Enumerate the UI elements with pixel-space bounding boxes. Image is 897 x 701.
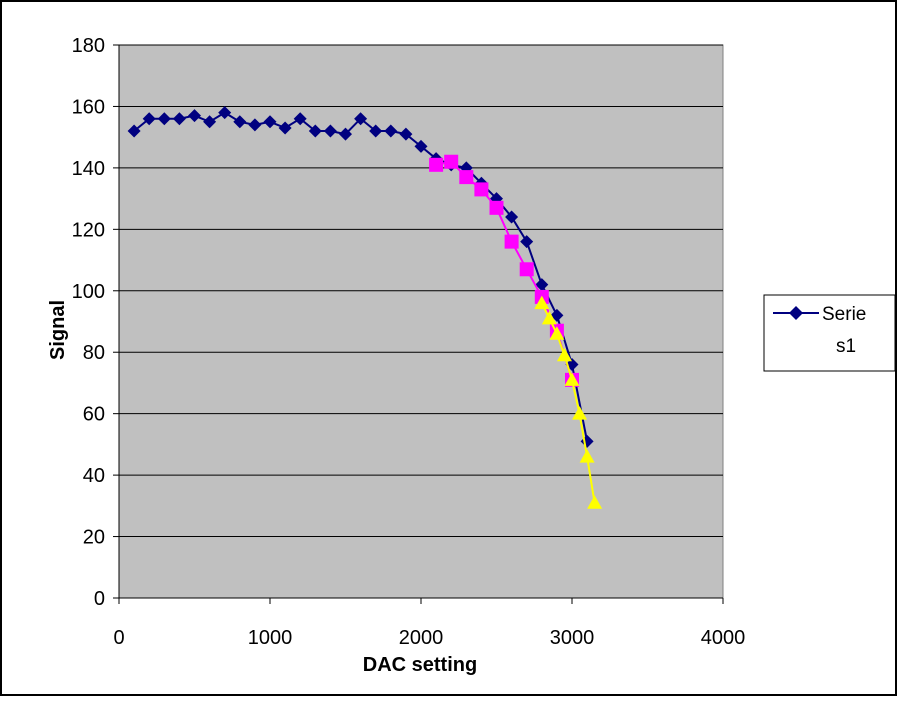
data-point-diamond: [550, 308, 564, 322]
data-point-triangle: [534, 295, 550, 310]
data-point-triangle: [549, 326, 565, 340]
data-point-diamond: [172, 112, 186, 126]
legend-box: [763, 294, 896, 372]
data-point-diamond: [308, 124, 322, 138]
data-point-diamond: [354, 112, 368, 126]
data-point-diamond: [278, 121, 292, 135]
y-tick-label: 140: [72, 158, 105, 180]
x-axis-title: DAC setting: [363, 654, 477, 676]
data-point-square: [504, 234, 519, 249]
x-tick-label: 0: [113, 627, 124, 649]
data-point-diamond: [263, 115, 277, 129]
data-point-triangle: [587, 495, 603, 509]
data-point-diamond: [248, 118, 262, 132]
y-tick-label: 0: [94, 588, 105, 610]
series-3: [534, 295, 603, 509]
data-point-diamond: [293, 112, 307, 126]
y-tick-label: 40: [83, 465, 105, 487]
data-point-diamond: [414, 139, 428, 153]
data-point-diamond: [142, 112, 156, 126]
data-point-triangle: [541, 310, 557, 325]
y-axis-title: Signal: [47, 300, 69, 360]
data-point-triangle: [579, 449, 595, 463]
data-point-square: [444, 154, 459, 169]
data-point-triangle: [564, 372, 580, 386]
x-tick-label: 2000: [399, 627, 444, 649]
x-tick-label: 4000: [701, 627, 746, 649]
data-point-triangle: [572, 406, 588, 420]
axes: 0 20 40 60 80 100 120 140 160 180 0 1000 2000 3000 400…: [72, 35, 746, 649]
data-point-square: [459, 170, 474, 185]
y-tick-label: 120: [72, 219, 105, 241]
data-point-diamond: [369, 124, 383, 138]
data-point-diamond: [384, 124, 398, 138]
data-point-triangle: [556, 347, 572, 362]
series-group: [127, 106, 603, 509]
y-tick-label: 180: [72, 35, 105, 57]
legend-marker-series-1: [789, 306, 803, 320]
y-tick-label: 100: [72, 281, 105, 303]
legend: Serie s1: [763, 294, 896, 372]
y-tick-label: 80: [83, 342, 105, 364]
x-tick-label: 3000: [550, 627, 595, 649]
series-1: [127, 106, 594, 448]
data-point-square: [474, 182, 489, 197]
data-point-diamond: [127, 124, 141, 138]
plot-area: [118, 44, 724, 599]
data-point-square: [489, 200, 504, 215]
data-point-diamond: [233, 115, 247, 129]
legend-label-line-1: Serie: [822, 304, 866, 325]
data-point-diamond: [203, 115, 217, 129]
data-point-diamond: [157, 112, 171, 126]
data-point-diamond: [188, 109, 201, 123]
data-point-diamond: [535, 278, 549, 292]
data-point-diamond: [339, 127, 352, 141]
y-tick-label: 60: [83, 404, 105, 426]
y-tick-label: 20: [83, 527, 105, 549]
legend-label-line-2: s1: [836, 336, 856, 357]
data-point-diamond: [399, 127, 413, 141]
gridlines: [119, 44, 723, 538]
data-point-diamond: [505, 210, 519, 224]
y-tick-label: 160: [72, 96, 105, 118]
data-point-diamond: [323, 124, 337, 138]
data-point-square: [519, 262, 534, 277]
data-point-square: [429, 157, 444, 172]
x-tick-label: 1000: [248, 627, 293, 649]
data-point-diamond: [218, 106, 232, 120]
data-point-diamond: [520, 235, 534, 249]
